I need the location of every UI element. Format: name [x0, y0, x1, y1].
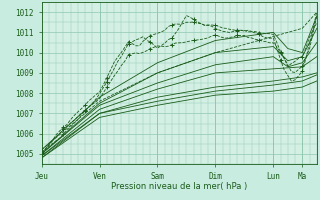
X-axis label: Pression niveau de la mer( hPa ): Pression niveau de la mer( hPa ) — [111, 182, 247, 191]
